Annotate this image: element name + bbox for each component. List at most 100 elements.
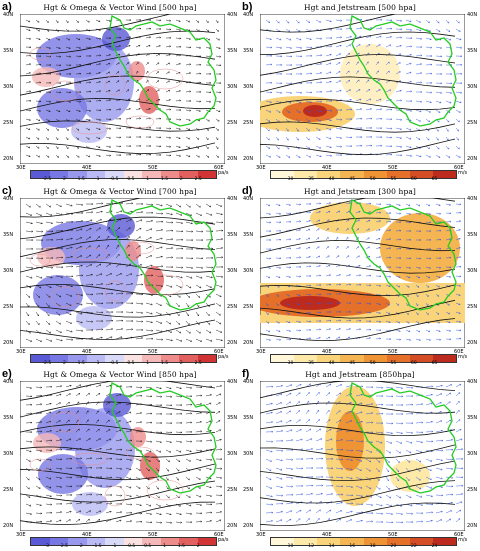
colorbar-tick-label: 1	[146, 177, 149, 182]
lat-label: 25N	[3, 304, 13, 310]
colorbar-tick-label: 12	[308, 544, 314, 549]
colorbar-tick-label: -1	[95, 361, 100, 366]
lat-label: 35N	[467, 415, 477, 421]
panel-c: c)Hgt & Omega & Vector Wind [700 hpa]40N…	[0, 184, 240, 367]
lat-label: 20N	[243, 156, 253, 162]
lon-label: 30E	[256, 349, 266, 355]
lat-label: 35N	[227, 415, 237, 421]
lat-label: 40N	[243, 196, 253, 202]
panel-title: Hgt & Omega & Vector Wind [700 hpa]	[0, 187, 240, 196]
lat-label: 35N	[243, 232, 253, 238]
lat-label: 25N	[3, 120, 13, 126]
lon-label: 30E	[16, 349, 26, 355]
colorbar-unit: pa/s	[218, 170, 229, 176]
lat-label: 20N	[467, 523, 477, 529]
colorbar-unit: m/s	[458, 354, 467, 360]
map-plot	[20, 381, 225, 531]
colorbar-tick-label: 65	[432, 177, 438, 182]
lat-label: 30N	[243, 451, 253, 457]
colorbar-tick-label: -0.5	[110, 177, 119, 182]
lat-label: 35N	[3, 48, 13, 54]
lat-label: 35N	[227, 232, 237, 238]
lat-label: 20N	[227, 156, 237, 162]
colorbar-tick-label: -0.5	[127, 544, 136, 549]
colorbar-tick-label: -3	[45, 544, 50, 549]
lat-label: 20N	[243, 340, 253, 346]
colorbar-tick-label: -2.5	[42, 177, 51, 182]
lat-label: 30N	[243, 84, 253, 90]
panel-a: a)Hgt & Omega & Vector Wind [500 hpa]40N…	[0, 0, 240, 183]
omega-shading	[102, 27, 130, 51]
lat-label: 25N	[243, 487, 253, 493]
lat-label: 20N	[227, 523, 237, 529]
colorbar-tick-label: 10	[288, 544, 294, 549]
lat-label: 25N	[227, 120, 237, 126]
colorbar-unit: m/s	[458, 170, 467, 176]
colorbar-tick-label: 55	[390, 361, 396, 366]
colorbar-tick-label: -2.5	[59, 544, 68, 549]
map-plot	[260, 198, 465, 348]
colorbar-tick-label: 1	[146, 361, 149, 366]
lat-label: 20N	[243, 523, 253, 529]
lat-label: 40N	[227, 12, 237, 18]
colorbar-tick-label: 40	[329, 361, 335, 366]
colorbar-tick-label: 45	[349, 361, 355, 366]
lon-label: 30E	[256, 532, 266, 538]
lon-label: 30E	[256, 165, 266, 171]
colorbar-unit: m/s	[458, 537, 467, 543]
colorbar-tick-label: 14	[329, 544, 335, 549]
panel-title: Hgt and Jetstream [300 hpa]	[240, 187, 480, 196]
lat-label: 30N	[227, 451, 237, 457]
lat-label: 25N	[227, 487, 237, 493]
colorbar-tick-label: -1	[112, 544, 117, 549]
colorbar-tick-label: 16	[349, 544, 355, 549]
panel-title: Hgt & Omega & Vector Wind [500 hpa]	[0, 3, 240, 12]
lat-label: 35N	[3, 232, 13, 238]
colorbar-tick-label: 1.5	[178, 544, 185, 549]
lat-label: 25N	[467, 487, 477, 493]
colorbar-tick-label: 35	[308, 361, 314, 366]
colorbar-tick-label: 1	[163, 544, 166, 549]
colorbar-tick-label: 2.5	[195, 177, 202, 182]
lat-label: 40N	[227, 379, 237, 385]
lat-label: 35N	[243, 48, 253, 54]
omega-shading	[76, 306, 112, 330]
panel-title: Hgt and Jetstream [500 hpa]	[240, 3, 480, 12]
lat-label: 30N	[3, 451, 13, 457]
lat-label: 30N	[3, 268, 13, 274]
lat-label: 25N	[467, 120, 477, 126]
colorbar-tick-label: 45	[349, 177, 355, 182]
lat-label: 35N	[467, 232, 477, 238]
lat-label: 20N	[3, 340, 13, 346]
colorbar-tick-label: 35	[308, 177, 314, 182]
colorbar-tick-label: -0.5	[110, 361, 119, 366]
map-plot	[20, 14, 225, 164]
colorbar-tick-label: -1	[95, 177, 100, 182]
map-plot	[20, 198, 225, 348]
colorbar-tick-label: 2.5	[195, 361, 202, 366]
lat-label: 30N	[467, 84, 477, 90]
colorbar-tick-label: 30	[288, 361, 294, 366]
lat-label: 40N	[243, 379, 253, 385]
lat-label: 40N	[227, 196, 237, 202]
lat-label: 20N	[3, 156, 13, 162]
colorbar-tick-label: 2	[180, 361, 183, 366]
colorbar-tick-label: 50	[370, 177, 376, 182]
colorbar-tick-label: -2	[61, 177, 66, 182]
lat-label: 40N	[3, 12, 13, 18]
panel-title: Hgt and Jetstream [850hpa]	[240, 370, 480, 379]
lat-label: 35N	[227, 48, 237, 54]
colorbar-tick-label: -1.5	[93, 544, 102, 549]
colorbar-tick-label: 18	[370, 544, 376, 549]
colorbar-tick-label: 1.5	[161, 177, 168, 182]
colorbar-tick-label: 2	[197, 544, 200, 549]
map-plot	[260, 14, 465, 164]
lat-label: 20N	[467, 340, 477, 346]
colorbar-tick-label: 50	[370, 361, 376, 366]
colorbar-tick-label: -1.5	[76, 177, 85, 182]
lat-label: 30N	[243, 268, 253, 274]
